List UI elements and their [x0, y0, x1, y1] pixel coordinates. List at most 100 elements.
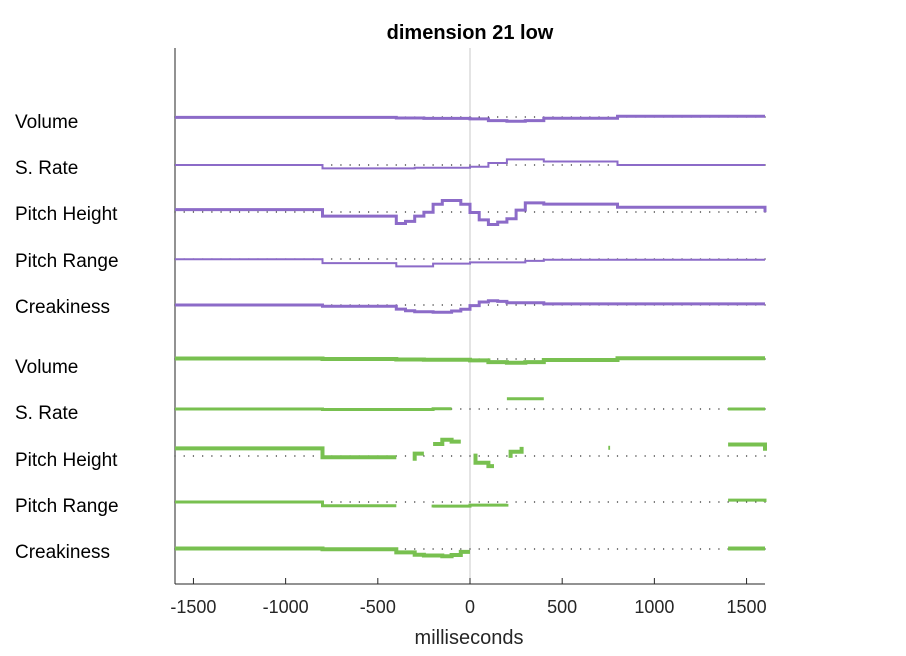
baseline-dot: [395, 164, 397, 166]
baseline-dot: [229, 455, 231, 457]
baseline-dot: [358, 211, 360, 213]
series-line: [473, 453, 494, 469]
baseline-dot: [450, 501, 453, 503]
baseline-dot: [552, 548, 554, 550]
baseline-dot: [626, 211, 628, 213]
baseline-dot: [616, 211, 619, 213]
baseline-dot: [626, 455, 628, 457]
baseline-dot: [367, 211, 370, 213]
baseline-dot: [478, 548, 480, 550]
baseline-dot: [709, 408, 711, 410]
baseline-dot: [487, 548, 490, 550]
baseline-dot: [404, 548, 407, 550]
baseline-dot: [690, 501, 692, 503]
baseline-dot: [404, 211, 407, 213]
baseline-dot: [524, 164, 526, 166]
baseline-dot: [672, 455, 674, 457]
baseline-dot: [524, 501, 526, 503]
baseline-dot: [616, 548, 619, 550]
baseline-dot: [709, 455, 711, 457]
baseline-dot: [432, 455, 434, 457]
baseline-dot: [340, 211, 342, 213]
baseline-dot: [533, 408, 536, 410]
baseline-dot: [202, 455, 204, 457]
baseline-dot: [441, 304, 443, 306]
baseline-dot: [718, 408, 720, 410]
baseline-dot: [497, 304, 499, 306]
baseline-dot: [340, 258, 342, 260]
baseline-dot: [570, 164, 573, 166]
baseline-dot: [506, 164, 508, 166]
baseline-dot: [662, 548, 665, 550]
row-s-rate-1: [174, 158, 766, 170]
baseline-dot: [580, 211, 582, 213]
baseline-dot: [414, 304, 416, 306]
baseline-dot: [580, 548, 582, 550]
baseline-dot: [598, 501, 600, 503]
baseline-dot: [635, 455, 637, 457]
baseline-dot: [414, 258, 416, 260]
baseline-dot: [183, 211, 185, 213]
baseline-dot: [533, 304, 536, 306]
baseline-dot: [349, 258, 351, 260]
baseline-dot: [294, 455, 296, 457]
baseline-dot: [469, 258, 471, 260]
baseline-dot: [607, 501, 609, 503]
baseline-dot: [248, 211, 250, 213]
baseline-dot: [506, 116, 508, 118]
row-labels: Volume S. Rate Pitch Height Pitch Range Crea…: [15, 112, 119, 563]
baseline-dot: [745, 455, 748, 457]
baseline-dot: [478, 501, 480, 503]
baseline-dot: [266, 211, 268, 213]
baseline-dot: [561, 164, 563, 166]
baseline-dots: [174, 455, 766, 457]
baseline-dot: [367, 164, 370, 166]
baseline-dot: [487, 258, 490, 260]
baseline-dot: [450, 164, 453, 166]
baseline-dot: [616, 501, 619, 503]
baseline-dot: [672, 211, 674, 213]
baseline-dot: [552, 408, 554, 410]
baseline-dot: [183, 455, 185, 457]
baseline-dot: [515, 455, 517, 457]
baseline-dot: [543, 501, 545, 503]
baseline-dot: [570, 455, 573, 457]
baseline-dot: [635, 501, 637, 503]
baseline-dot: [404, 258, 407, 260]
series-line: [728, 498, 767, 502]
baseline-dot: [543, 164, 545, 166]
baseline-dot: [367, 501, 370, 503]
baseline-dot: [570, 548, 573, 550]
baseline-dot: [487, 501, 490, 503]
baseline-dot: [404, 501, 407, 503]
baseline-dot: [570, 408, 573, 410]
baseline-dot: [681, 211, 683, 213]
baseline-dot: [727, 501, 729, 503]
baseline-dot: [662, 455, 665, 457]
baseline-dot: [257, 211, 259, 213]
baseline-dot: [238, 455, 241, 457]
baseline-dot: [487, 116, 490, 118]
baseline-dot: [469, 548, 471, 550]
baseline-dot: [432, 164, 434, 166]
baseline-dot: [570, 211, 573, 213]
baseline-dot: [644, 408, 646, 410]
baseline-dot: [377, 211, 379, 213]
row-creakiness-2: [174, 546, 766, 559]
baseline-dot: [506, 258, 508, 260]
baseline-dot: [285, 455, 287, 457]
baseline-dot: [358, 164, 360, 166]
baseline-dot: [635, 211, 637, 213]
baseline-dot: [469, 408, 471, 410]
series-line: [175, 158, 765, 170]
baseline-dot: [487, 211, 490, 213]
baseline-dot: [755, 211, 757, 213]
baseline-dot: [487, 408, 490, 410]
baseline-dot: [543, 548, 545, 550]
rows-layer: [174, 114, 767, 559]
baseline-dot: [755, 501, 757, 503]
baseline-dot: [478, 258, 480, 260]
baseline-dot: [432, 501, 434, 503]
baseline-dot: [312, 211, 314, 213]
